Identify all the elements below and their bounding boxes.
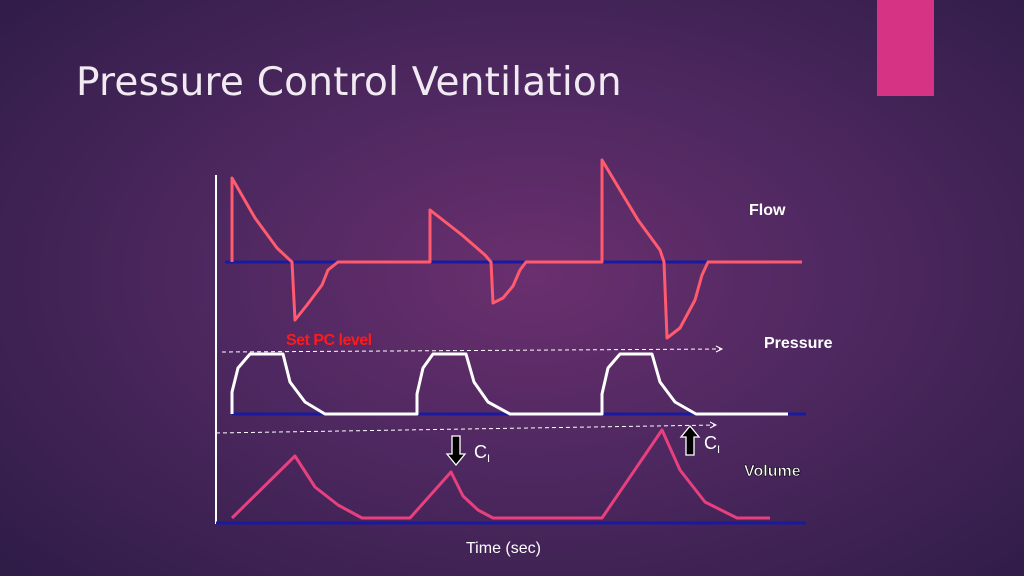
volume-label: Volume (744, 463, 801, 480)
ci-main: C (474, 442, 487, 462)
volume-waveform (230, 428, 770, 520)
ci-subscript: I (717, 444, 720, 456)
accent-tab (877, 0, 934, 96)
set-pc-level-arrowhead (715, 345, 724, 353)
down-arrow-icon (445, 435, 467, 467)
baseline-reference-line (215, 424, 717, 434)
ci-label-decreased: CI (474, 442, 490, 465)
set-pc-level-label: Set PC level (286, 332, 372, 349)
ci-main: C (704, 433, 717, 453)
ci-subscript: I (487, 453, 490, 465)
up-arrow-icon (679, 424, 701, 456)
pressure-label: Pressure (764, 335, 833, 352)
baseline-reference-arrowhead (709, 421, 718, 429)
ci-label-increased: CI (704, 433, 720, 456)
time-axis-label: Time (sec) (466, 540, 541, 557)
flow-waveform (230, 158, 802, 340)
set-pc-level-line (221, 348, 723, 353)
pressure-waveform (230, 352, 788, 416)
flow-label: Flow (749, 202, 786, 219)
slide-title: Pressure Control Ventilation (76, 60, 622, 105)
